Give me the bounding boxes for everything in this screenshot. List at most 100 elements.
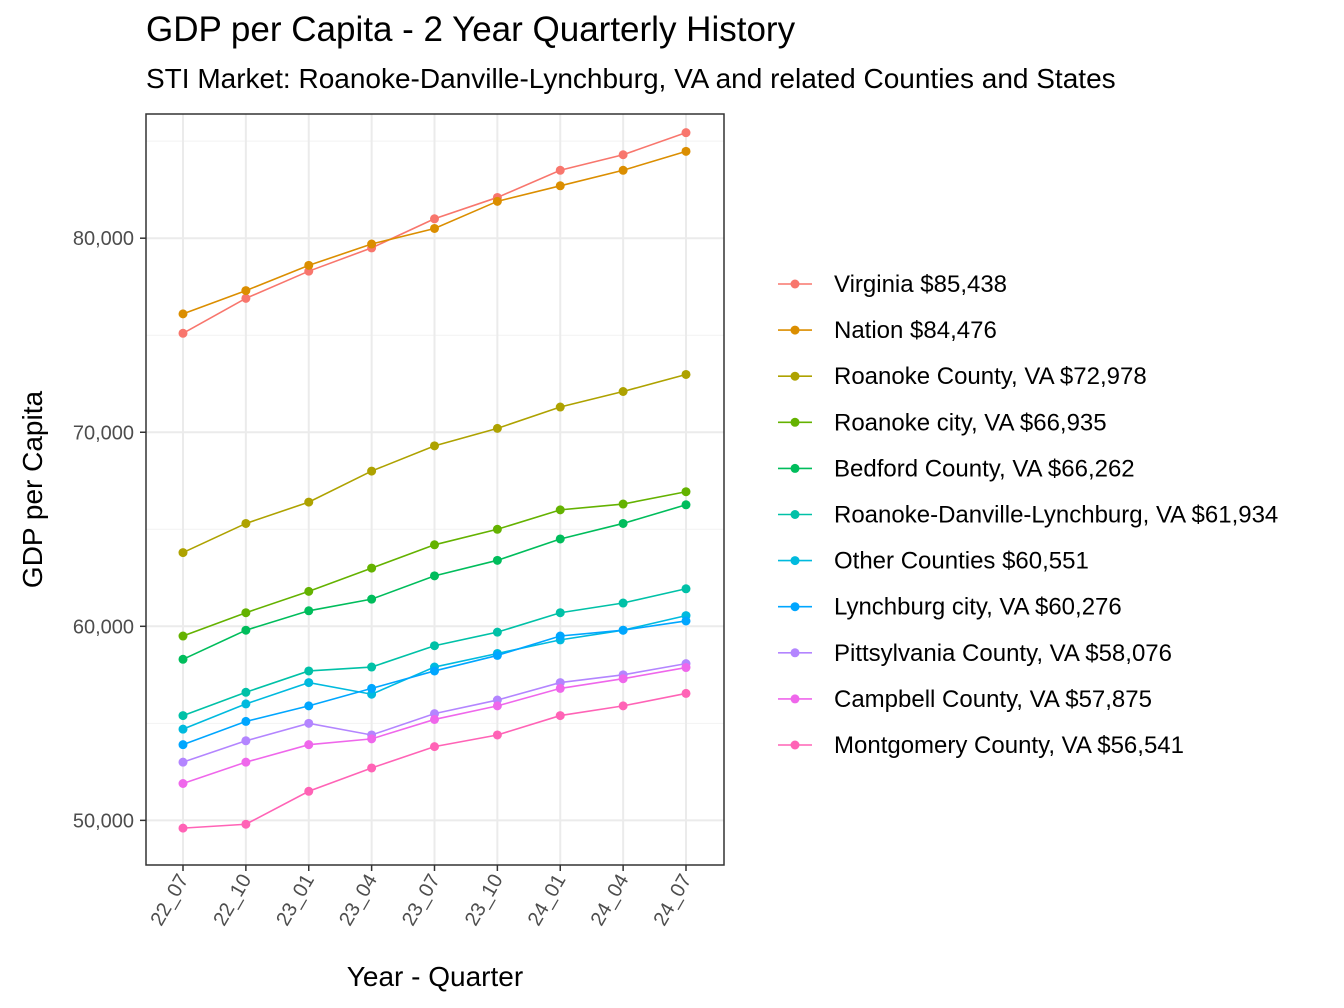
data-point [430, 641, 439, 651]
data-point [430, 742, 439, 752]
data-point [430, 214, 439, 224]
legend-key-point [790, 371, 800, 381]
legend-label: Campbell County, VA $57,875 [834, 686, 1152, 713]
data-point [492, 701, 502, 711]
data-point [304, 786, 314, 796]
data-point [430, 540, 439, 550]
data-point [367, 683, 377, 693]
x-tick-label: 24_04 [587, 871, 634, 930]
data-point [304, 701, 314, 711]
y-tick-label: 70,000 [73, 422, 134, 444]
series-layer [178, 128, 691, 833]
legend-label: Roanoke-Danville-Lynchburg, VA $61,934 [834, 502, 1278, 529]
data-point [618, 499, 628, 509]
data-point [555, 505, 565, 515]
data-point [178, 757, 188, 767]
data-point [555, 631, 565, 641]
data-point [178, 631, 188, 641]
data-point [681, 688, 691, 698]
data-point [555, 181, 565, 191]
data-point [178, 724, 188, 734]
data-point [304, 718, 314, 728]
grid-lines [146, 114, 724, 865]
data-point [304, 666, 314, 676]
data-point [367, 734, 377, 744]
data-point [241, 716, 251, 726]
data-point [681, 487, 691, 497]
legend-key-point [790, 648, 800, 658]
data-point [178, 778, 188, 788]
data-point [304, 497, 314, 507]
data-point [430, 714, 439, 724]
data-point [178, 740, 188, 750]
data-point [304, 606, 314, 616]
data-point [241, 293, 251, 303]
data-point [618, 701, 628, 711]
data-point [178, 823, 188, 833]
legend-label: Montgomery County, VA $56,541 [834, 732, 1184, 759]
data-point [241, 687, 251, 697]
data-point [241, 518, 251, 528]
data-point [178, 654, 188, 664]
legend-label: Roanoke city, VA $66,935 [834, 409, 1107, 436]
data-point [555, 608, 565, 618]
data-point [492, 423, 502, 433]
legend-key-point [790, 510, 800, 519]
x-tick-label: 23_01 [272, 871, 319, 930]
data-point [178, 328, 188, 338]
data-point [430, 571, 439, 581]
data-point [178, 711, 188, 721]
legend-key-point [790, 694, 800, 704]
legend-key-point [790, 602, 800, 612]
chart-title: GDP per Capita - 2 Year Quarterly Histor… [146, 10, 796, 49]
data-point [492, 555, 502, 565]
legend-label: Bedford County, VA $66,262 [834, 455, 1135, 482]
axes: 50,000 60,000 70,000 80,000 22_07 22_10 23_01 2… [17, 228, 696, 992]
legend-label: Virginia $85,438 [834, 271, 1007, 298]
x-tick-label: 23_07 [398, 871, 445, 930]
data-point [681, 663, 691, 673]
data-point [367, 594, 377, 604]
data-point [304, 678, 314, 688]
data-point [618, 625, 628, 635]
x-tick-label: 23_10 [461, 871, 508, 930]
data-point [618, 598, 628, 608]
data-point [241, 625, 251, 635]
legend-label: Roanoke County, VA $72,978 [834, 363, 1147, 390]
data-point [367, 563, 377, 573]
data-point [492, 627, 502, 637]
data-point [618, 150, 628, 160]
data-point [241, 819, 251, 829]
data-point [430, 223, 439, 233]
legend-key-point [790, 463, 800, 473]
data-point [492, 730, 502, 740]
legend-label: Other Counties $60,551 [834, 548, 1089, 575]
legend-key-point [790, 325, 800, 335]
data-point [367, 763, 377, 773]
y-tick-label: 60,000 [73, 616, 134, 638]
legend-key-point [790, 417, 800, 427]
legend-key-point [790, 740, 800, 750]
data-point [367, 466, 377, 476]
data-point [367, 239, 377, 249]
data-point [681, 584, 691, 594]
data-point [681, 369, 691, 379]
data-point [681, 146, 691, 156]
data-point [555, 402, 565, 412]
legend: Virginia $85,438 Nation $84,476 Roanoke Co… [778, 271, 1278, 759]
x-axis-title: Year - Quarter [347, 961, 523, 992]
y-axis-title: GDP per Capita [17, 391, 48, 589]
x-tick-label: 22_07 [146, 871, 193, 930]
data-point [555, 534, 565, 544]
data-point [618, 518, 628, 528]
y-tick-label: 80,000 [73, 228, 134, 250]
data-point [681, 500, 691, 510]
data-point [178, 309, 188, 319]
data-point [304, 586, 314, 596]
data-point [492, 524, 502, 534]
data-point [618, 165, 628, 175]
data-point [178, 548, 188, 558]
data-point [304, 740, 314, 750]
data-point [618, 387, 628, 397]
